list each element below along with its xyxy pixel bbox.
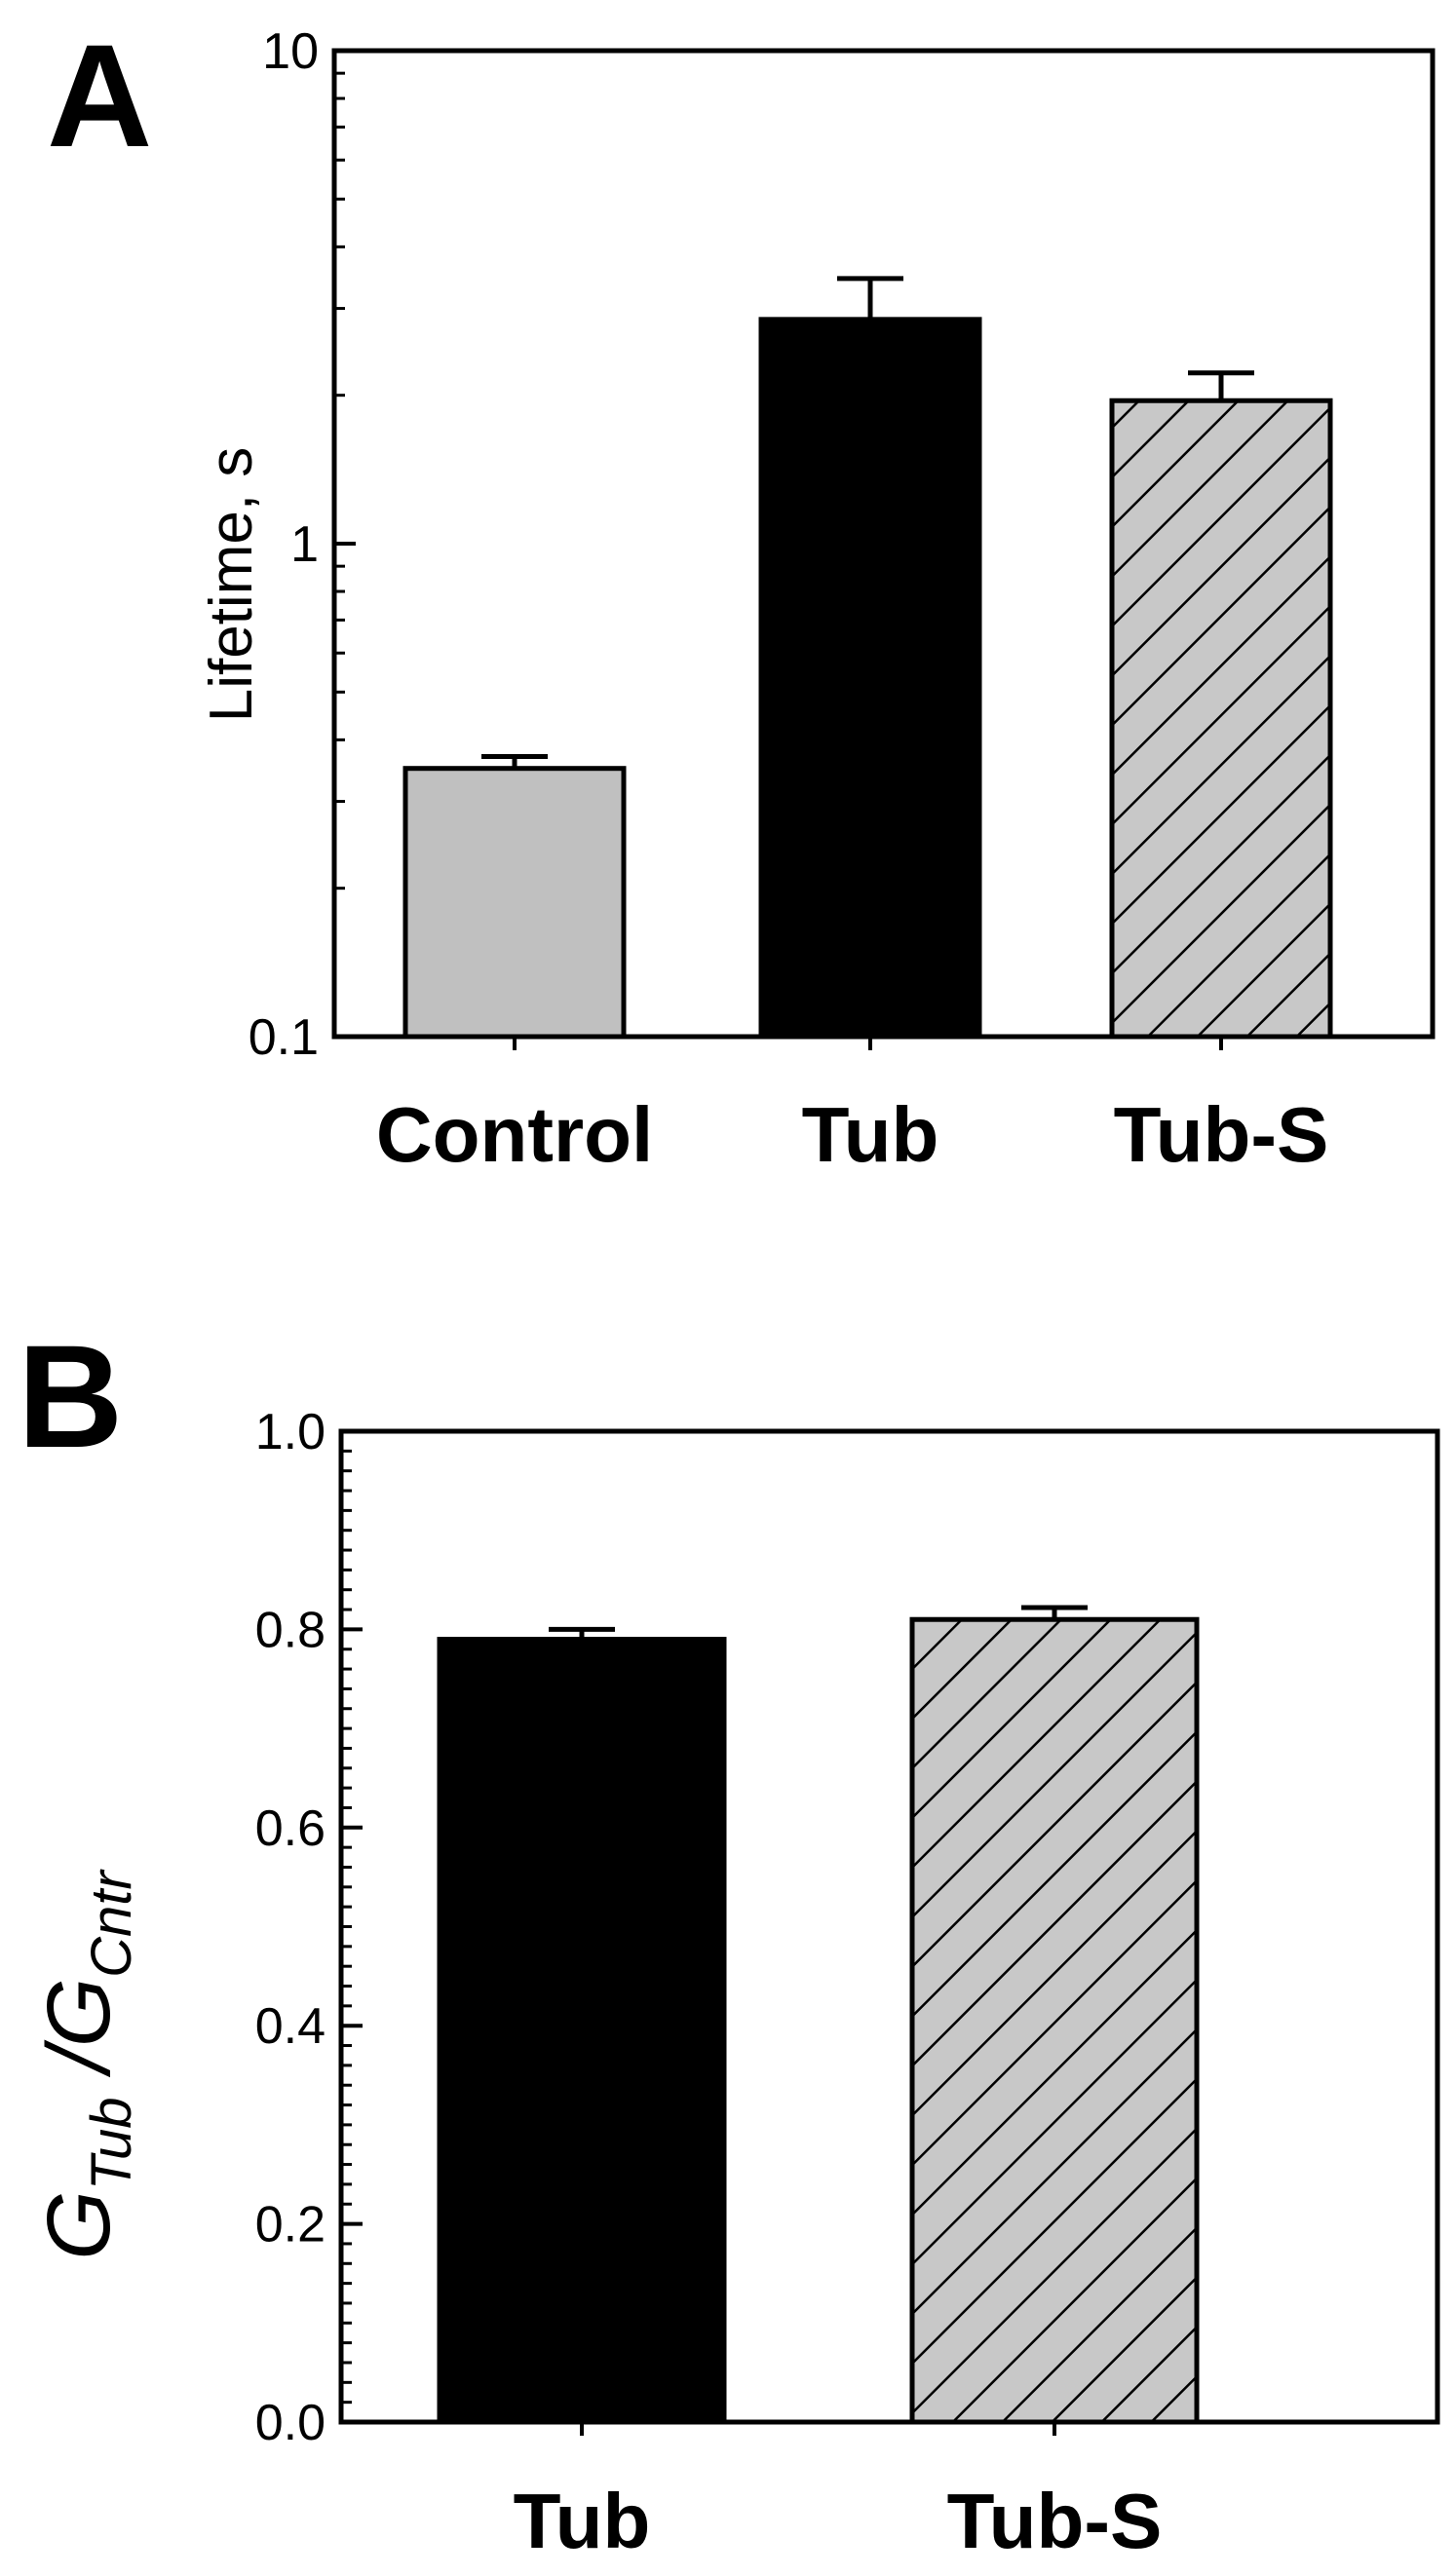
y-tick-label: 0.2 xyxy=(255,2197,325,2254)
bar-tub-s xyxy=(1109,398,1333,1040)
y-tick-label: 10 xyxy=(262,23,319,80)
y-axis-label-b-sep: /G xyxy=(29,1978,129,2098)
x-tick-label: Tub-S xyxy=(947,2478,1163,2564)
y-axis-label-b-sub1: Tub xyxy=(80,2098,143,2191)
y-tick-label: 1.0 xyxy=(255,1404,325,1460)
x-tick-label: Control xyxy=(376,1091,653,1178)
y-tick-label: 0.8 xyxy=(255,1602,325,1658)
y-tick-label: 0.0 xyxy=(255,2395,325,2451)
bar-tub xyxy=(758,317,982,1040)
x-tick-label: Tub xyxy=(802,1091,939,1178)
y-axis-label-b-sub2: Cntr xyxy=(80,1869,143,1978)
bar-tub xyxy=(437,1637,727,2425)
y-tick-label: 0.6 xyxy=(255,1800,325,1857)
panel-label-b: B xyxy=(18,1314,123,1478)
bar-tub-s xyxy=(909,1616,1200,2425)
panel-label-a: A xyxy=(47,14,152,177)
y-axis-label-b-main: G xyxy=(29,2190,129,2260)
panel-b: B GTub /GCntr 0.00.20.40.60.81.0 Tub Tub-… xyxy=(18,1314,1440,2564)
bars-a: Control Tub Tub-S xyxy=(376,276,1333,1178)
y-tick-label: 0.4 xyxy=(255,1998,325,2055)
x-tick-label: Tub-S xyxy=(1114,1091,1329,1178)
y-axis-b: 0.0 0.2 0.4 0.6 0.8 1.0 xyxy=(255,1404,363,2451)
bar-control xyxy=(402,766,627,1040)
plot-frame-b xyxy=(338,1428,1440,2425)
y-tick-label: 1 xyxy=(290,516,319,573)
plot-frame-a xyxy=(331,48,1436,1040)
bars-b: Tub Tub-S xyxy=(437,1605,1200,2564)
y-axis-label-a: Lifetime, s xyxy=(198,447,265,723)
panel-a: A Lifetime, s 0.1 1 10 Control Tub Tub-S xyxy=(47,14,1436,1178)
y-axis-label-b: GTub /GCntr xyxy=(29,1869,143,2260)
x-tick-label: Tub xyxy=(514,2478,651,2564)
y-tick-label: 0.1 xyxy=(249,1009,319,1066)
